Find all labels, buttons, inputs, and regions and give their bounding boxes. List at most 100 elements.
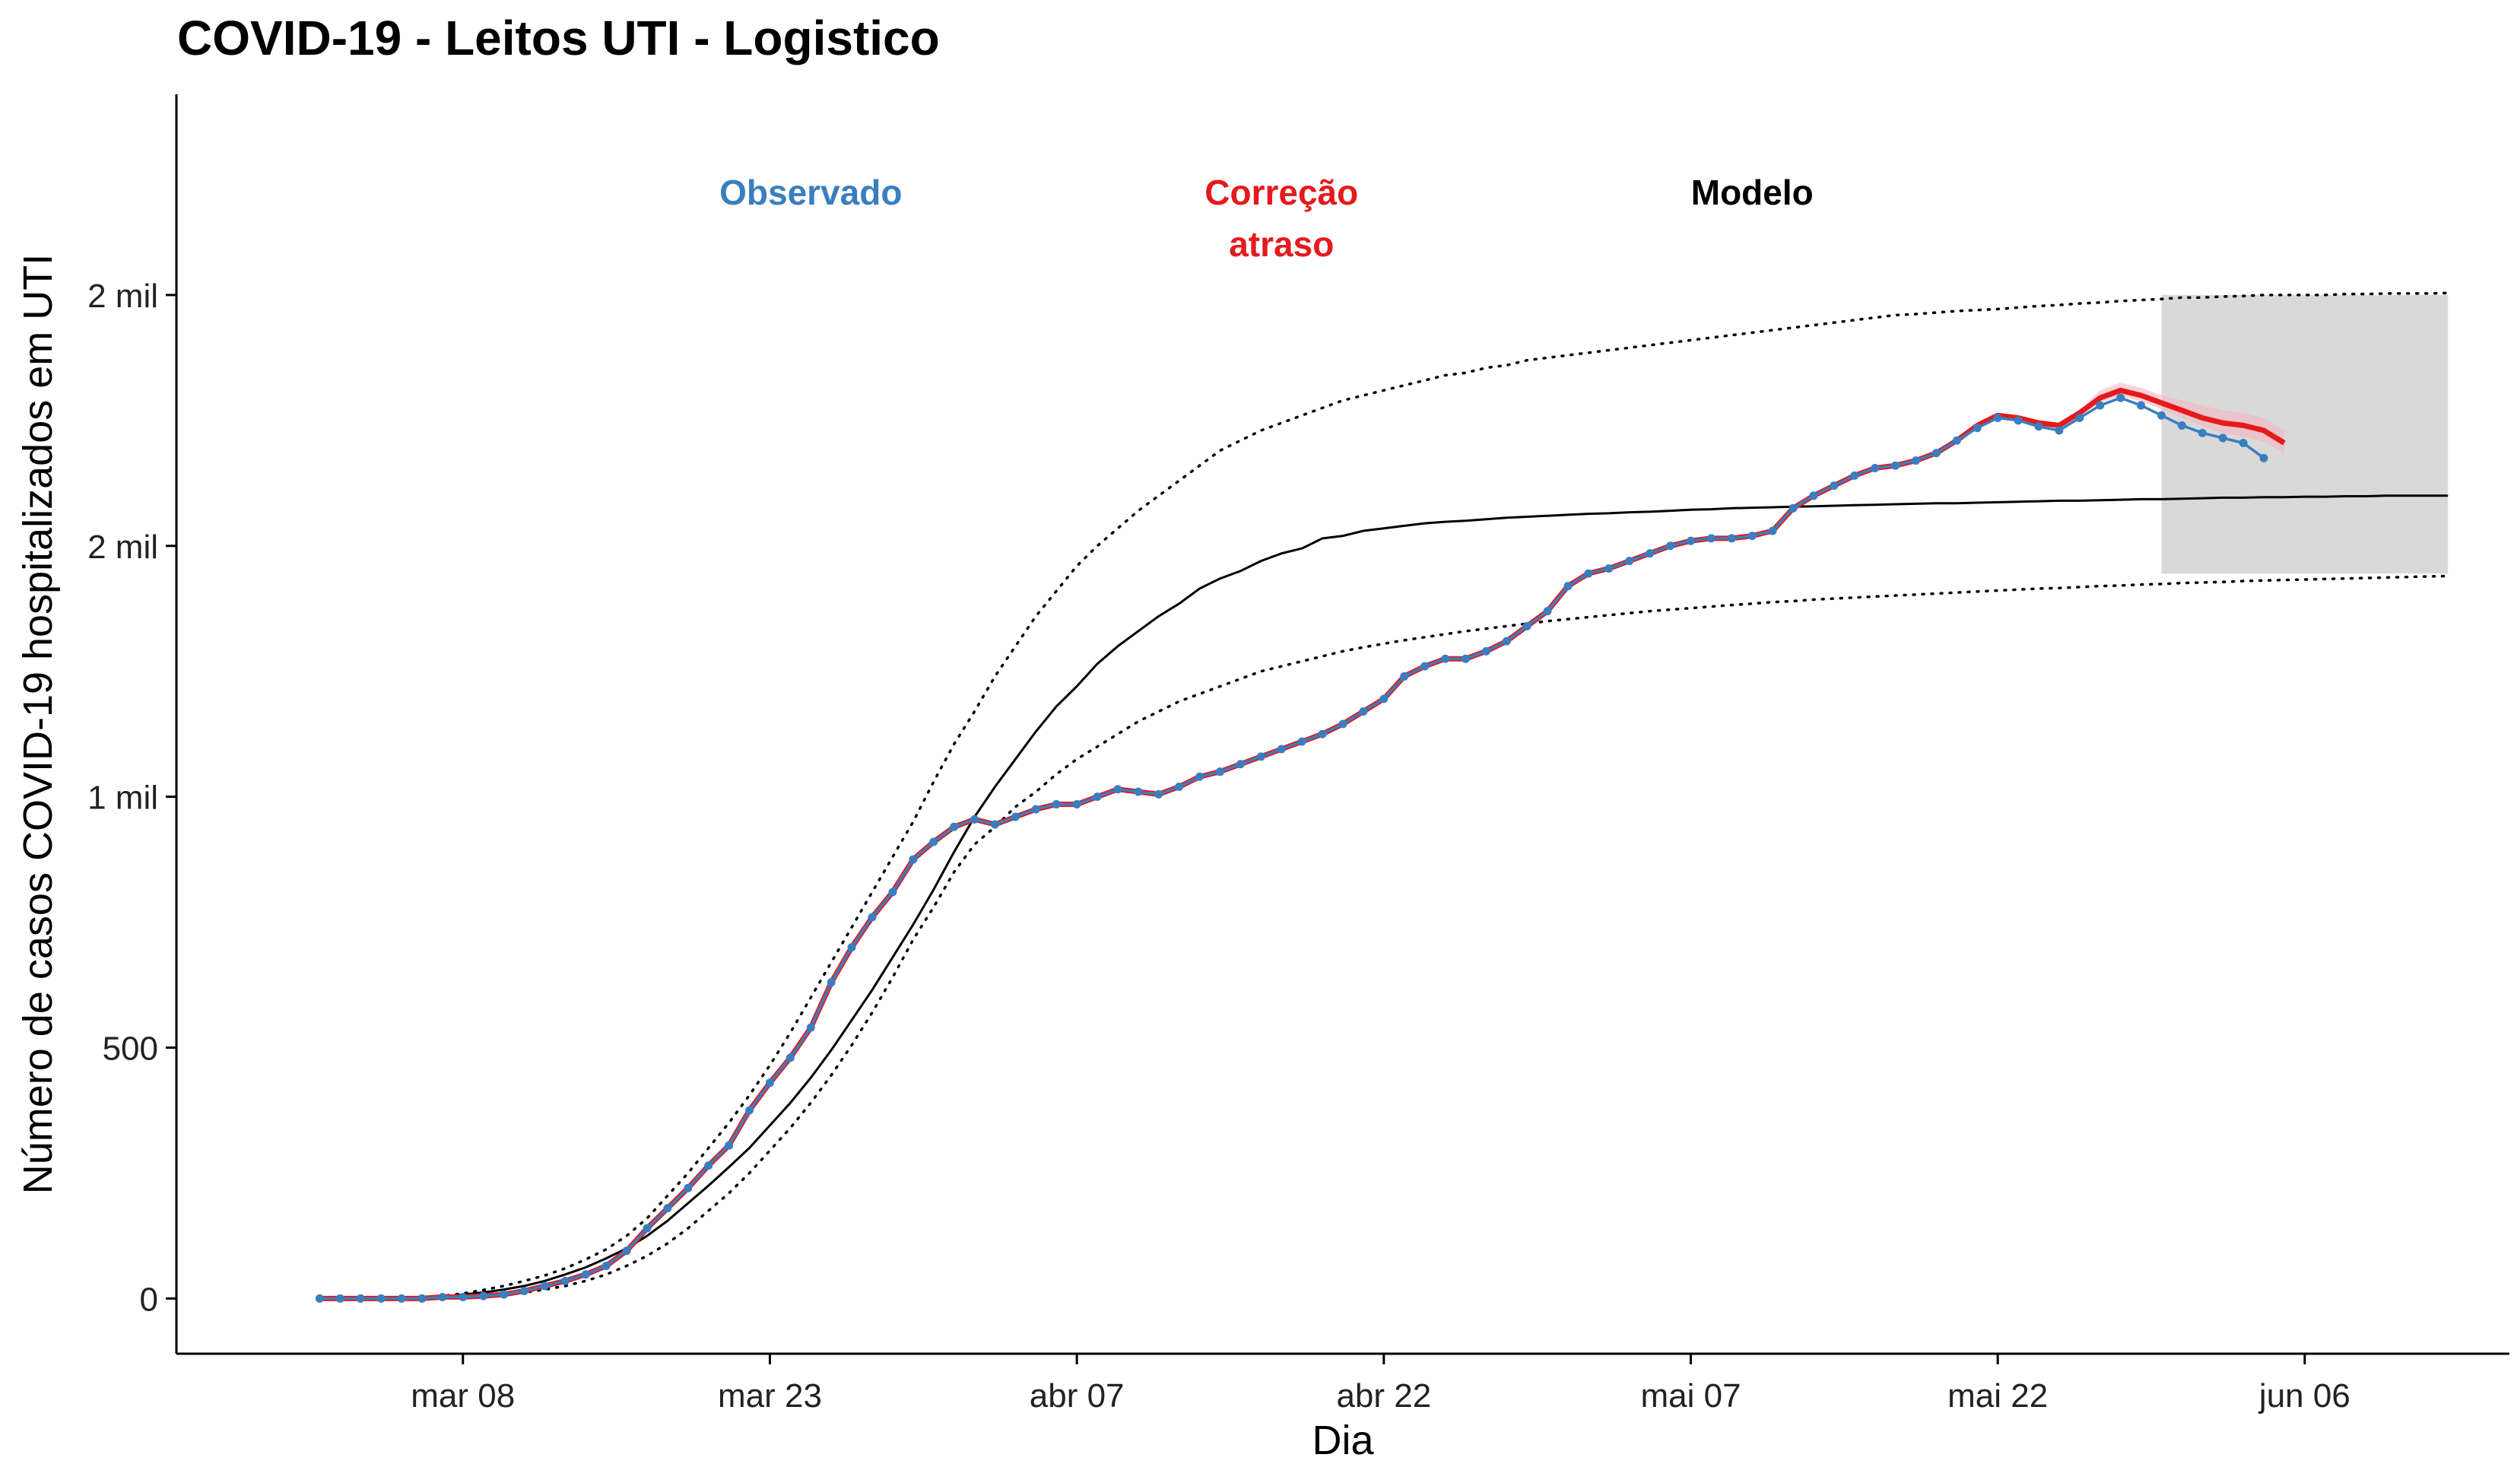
observed-point <box>950 822 959 831</box>
observed-point <box>479 1291 488 1300</box>
x-tick-label: mar 08 <box>411 1377 515 1415</box>
observed-point <box>868 913 877 922</box>
observed-point <box>376 1294 386 1303</box>
observed-point <box>1113 785 1122 794</box>
observed-point <box>1993 414 2002 423</box>
observed-point <box>1195 772 1204 781</box>
observed-point <box>459 1292 468 1301</box>
observed-point <box>1706 534 1715 543</box>
observed-point <box>315 1294 324 1303</box>
observed-point <box>2218 433 2227 443</box>
y-tick-label: 500 <box>103 1030 158 1068</box>
observed-point <box>1871 464 1880 473</box>
observed-point <box>1912 456 1921 465</box>
y-tick-label: 0 <box>140 1281 158 1318</box>
x-tick-label: mar 23 <box>718 1377 822 1415</box>
observed-point <box>663 1204 672 1213</box>
plot-area <box>315 291 2450 1303</box>
x-tick-label: mai 07 <box>1640 1377 1741 1415</box>
observed-point <box>335 1294 344 1303</box>
observed-point <box>2096 401 2105 410</box>
observed-point <box>601 1262 611 1271</box>
model-line <box>319 494 2449 1300</box>
observed-point <box>1543 607 1552 616</box>
observed-line <box>319 396 2265 1300</box>
observed-point <box>1584 569 1593 578</box>
observed-point <box>1687 536 1696 545</box>
observed-point <box>1297 737 1306 746</box>
observed-point <box>684 1183 693 1192</box>
observed-point <box>704 1161 713 1170</box>
observed-point <box>2198 428 2207 437</box>
y-axis-ticks: 0 500 1 mil 2 mil 2 mil <box>87 278 176 1318</box>
observed-point <box>1747 532 1757 541</box>
observed-point <box>417 1294 427 1303</box>
x-axis-label: Dia <box>1312 1418 1374 1463</box>
observed-point <box>1011 812 1020 821</box>
observed-point <box>786 1053 795 1062</box>
observed-point <box>1277 745 1286 754</box>
observed-point <box>847 943 856 952</box>
observed-point <box>1441 654 1450 663</box>
observed-point <box>1850 471 1859 480</box>
observed-point <box>2116 393 2125 402</box>
observed-point <box>2239 439 2248 448</box>
observed-point <box>2075 414 2084 423</box>
model-lower-bound-line <box>318 574 2450 1300</box>
observed-point <box>1154 789 1163 799</box>
y-tick-label: 2 mil <box>87 278 158 315</box>
observed-point <box>1973 424 1982 433</box>
observed-point <box>909 855 918 864</box>
observed-point <box>356 1294 365 1303</box>
chart-title: COVID-19 - Leitos UTI - Logistico <box>177 11 940 65</box>
observed-point <box>806 1023 815 1032</box>
annotations: Observado Correção atraso Modelo <box>719 173 1814 264</box>
observed-point <box>1134 787 1143 796</box>
observed-point <box>1256 752 1265 761</box>
observed-point <box>438 1292 447 1301</box>
observed-point <box>1318 729 1327 738</box>
observed-point <box>765 1078 774 1088</box>
observed-point <box>1236 760 1245 769</box>
observed-point <box>1093 792 1102 802</box>
observed-point <box>1052 800 1061 809</box>
series-annotation: Correção <box>1204 173 1358 212</box>
observed-point <box>1646 549 1655 558</box>
observed-point <box>1952 436 1961 445</box>
observed-point <box>1563 582 1573 591</box>
observed-point <box>1931 449 1941 458</box>
observed-point <box>2259 453 2268 462</box>
observed-point <box>622 1246 631 1256</box>
observed-point <box>1788 503 1798 513</box>
observed-point <box>540 1281 549 1291</box>
observed-point <box>2055 426 2064 435</box>
observed-point <box>2014 416 2023 425</box>
observed-point <box>1420 662 1430 671</box>
observed-point <box>581 1270 590 1279</box>
observed-point <box>990 820 999 829</box>
observed-point <box>1625 557 1634 566</box>
observed-point <box>1216 767 1225 776</box>
observed-point <box>1400 672 1409 681</box>
observed-point <box>2177 421 2186 430</box>
observed-point <box>560 1276 570 1285</box>
x-tick-label: abr 07 <box>1030 1377 1125 1415</box>
observed-point <box>1522 621 1531 630</box>
x-tick-label: jun 06 <box>2258 1377 2350 1415</box>
observed-point <box>1666 541 1675 551</box>
observed-point <box>2157 411 2166 420</box>
observed-point <box>397 1294 406 1303</box>
series-annotation: Observado <box>719 173 902 212</box>
observed-point <box>2034 422 2043 431</box>
observed-point <box>1830 481 1839 491</box>
series-annotation: atraso <box>1229 224 1334 264</box>
observed-point <box>500 1290 509 1299</box>
observed-point <box>725 1141 734 1150</box>
y-tick-label: 1 mil <box>87 780 158 817</box>
observed-point <box>827 978 836 987</box>
observed-point <box>643 1224 652 1233</box>
x-tick-label: mai 22 <box>1947 1377 2048 1415</box>
observed-point <box>1175 782 1184 791</box>
observed-point <box>1031 805 1040 814</box>
